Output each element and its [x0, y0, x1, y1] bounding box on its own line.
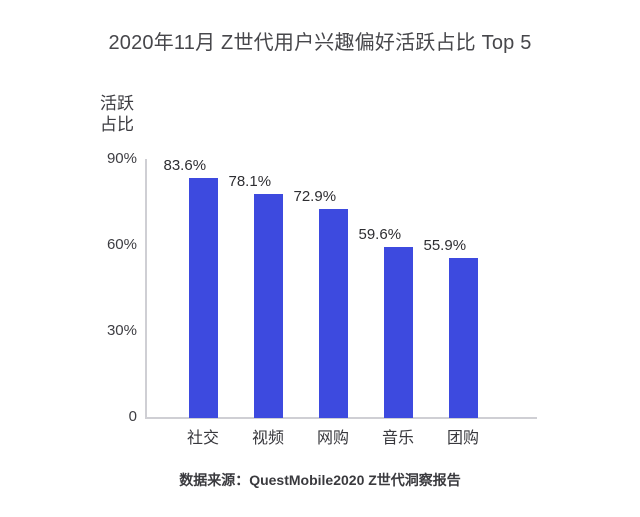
y-tick-label: 0 — [128, 408, 137, 425]
bar-value-label: 59.6% — [358, 226, 402, 244]
bar — [383, 247, 413, 418]
x-category-label: 社交 — [186, 430, 219, 447]
y-tick-label: 90% — [106, 150, 137, 167]
y-axis-line — [145, 159, 147, 419]
chart-title: 2020年11月 Z世代用户兴趣偏好活跃占比 Top 5 — [108, 32, 532, 54]
y-axis-title: 活跃 占比 — [100, 94, 134, 134]
y-tick-label: 30% — [106, 322, 137, 339]
bar — [188, 178, 218, 418]
x-category-label: 视频 — [251, 430, 284, 447]
y-tick-label: 60% — [106, 236, 137, 253]
bar — [318, 209, 348, 418]
bar — [448, 257, 478, 418]
x-category-label: 团购 — [446, 430, 479, 447]
bar-value-label: 83.6% — [163, 157, 207, 175]
x-category-label: 音乐 — [381, 430, 414, 447]
source-note: 数据来源：QuestMobile2020 Z世代洞察报告 — [179, 472, 461, 488]
bar-value-label: 55.9% — [423, 236, 467, 254]
x-axis-line — [145, 417, 537, 419]
bar-value-label: 78.1% — [228, 173, 272, 191]
bar — [253, 194, 283, 418]
x-category-label: 网购 — [316, 430, 349, 447]
bar-value-label: 72.9% — [293, 188, 337, 206]
